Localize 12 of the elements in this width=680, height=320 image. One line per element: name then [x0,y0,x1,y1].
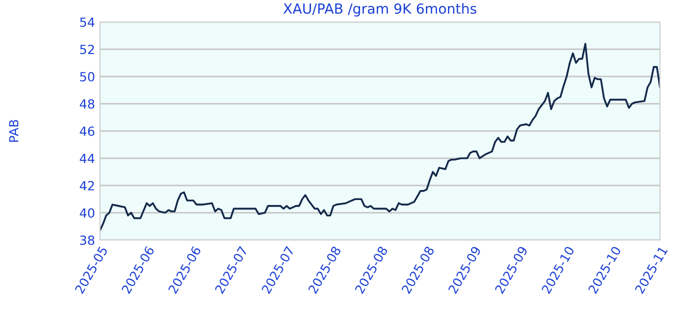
line-series [100,42,660,232]
y-tick-label: 40 [80,208,94,218]
y-axis-title: PAB [9,120,18,142]
y-tick-label: 42 [80,180,94,190]
chart-title: XAU/PAB /gram 9K 6months [283,3,476,17]
y-tick-label: 44 [80,154,94,163]
y-tick-label: 48 [80,99,94,109]
y-tick-label: 50 [80,72,94,82]
y-tick-label: 38 [80,235,94,245]
y-tick-label: 46 [80,126,94,136]
y-tick-label: 52 [80,44,94,54]
y-tick-label: 54 [80,18,94,27]
